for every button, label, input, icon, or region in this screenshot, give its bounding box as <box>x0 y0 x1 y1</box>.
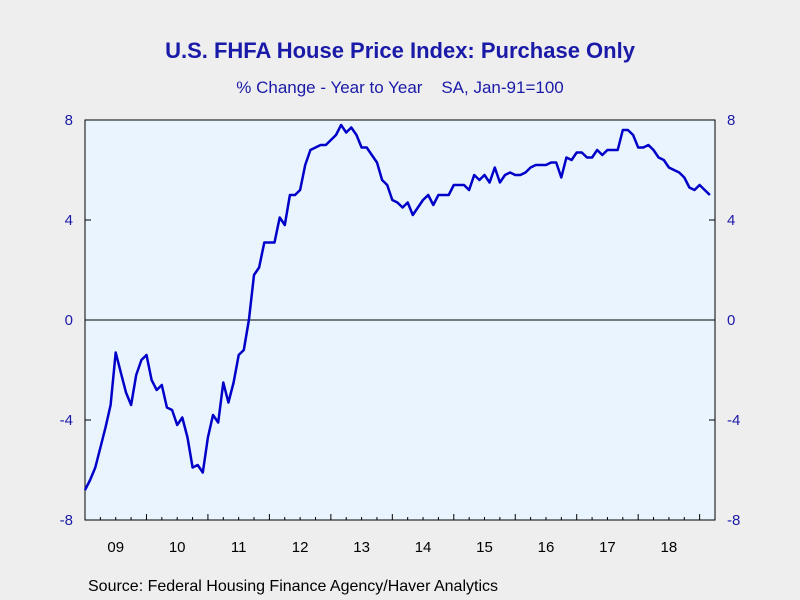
y-tick-label-left: -4 <box>60 412 73 429</box>
x-tick-label: 09 <box>107 539 124 556</box>
x-tick-label: 12 <box>292 539 309 556</box>
x-tick-label: 14 <box>415 539 432 556</box>
y-tick-label-right: 8 <box>727 112 735 129</box>
y-tick-label-right: 0 <box>727 312 735 329</box>
chart-subtitle: % Change - Year to Year SA, Jan-91=100 <box>236 78 564 97</box>
y-tick-label-right: -8 <box>727 512 740 529</box>
y-tick-label-right: 4 <box>727 212 735 229</box>
x-tick-label: 18 <box>661 539 678 556</box>
y-tick-label-right: -4 <box>727 412 740 429</box>
x-tick-label: 11 <box>231 539 247 556</box>
x-tick-label: 15 <box>476 539 493 556</box>
x-tick-label: 16 <box>538 539 555 556</box>
source-note: Source: Federal Housing Finance Agency/H… <box>88 578 498 595</box>
y-tick-label-left: 8 <box>65 112 73 129</box>
chart-title: U.S. FHFA House Price Index: Purchase On… <box>165 38 635 63</box>
x-tick-label: 13 <box>353 539 370 556</box>
y-tick-label-left: 0 <box>65 312 73 329</box>
y-tick-label-left: -8 <box>60 512 73 529</box>
series-line <box>83 123 711 491</box>
y-tick-label-left: 4 <box>65 212 73 229</box>
x-tick-label: 10 <box>169 539 186 556</box>
x-tick-label: 17 <box>599 539 616 556</box>
